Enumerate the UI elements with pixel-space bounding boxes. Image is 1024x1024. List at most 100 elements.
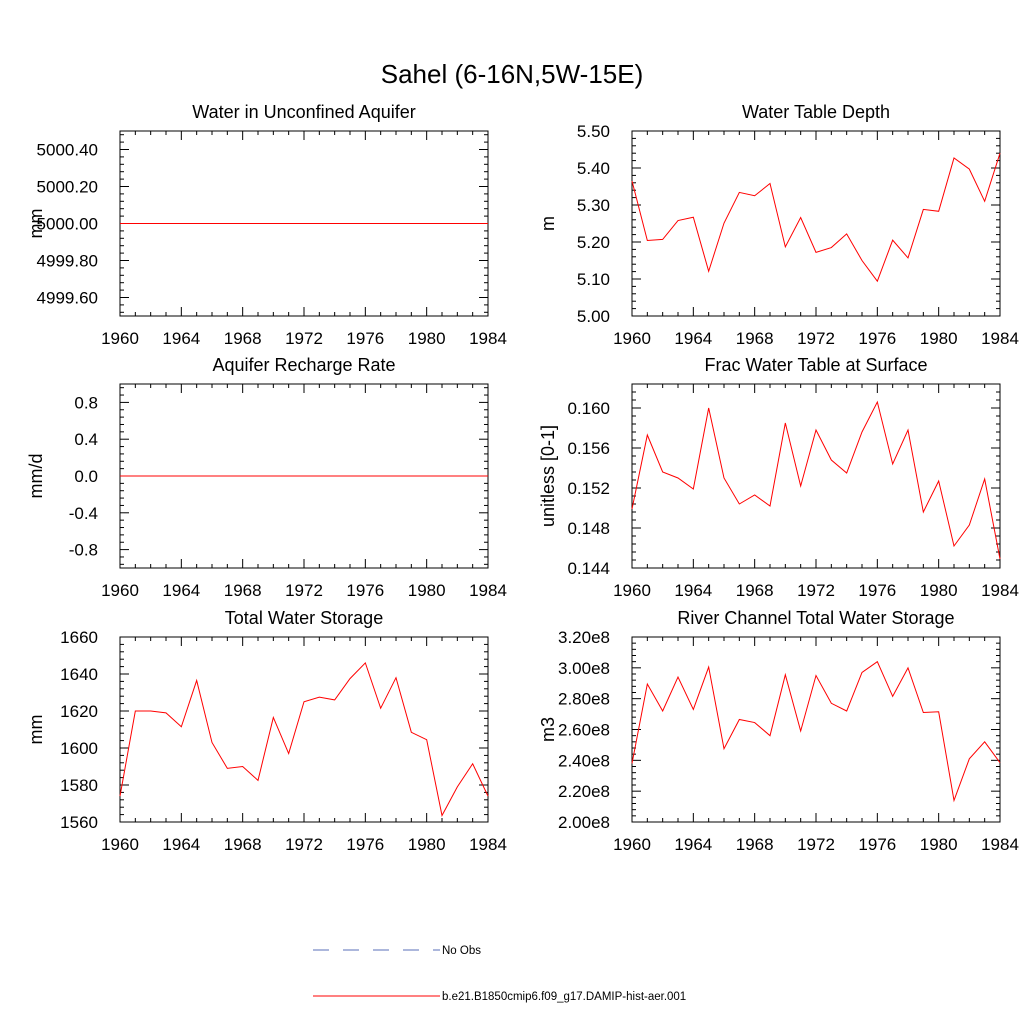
y-axis-label: mm <box>26 209 46 239</box>
panel-title: Frac Water Table at Surface <box>704 355 927 375</box>
panel-1: Water in Unconfined Aquifer mm 1960 1964 196… <box>26 102 507 348</box>
legend: No Obs b.e21.B1850cmip6.f09_g17.DAMIP-hi… <box>313 945 686 1003</box>
y-tick-label: 0.144 <box>567 559 610 578</box>
series-line <box>119 661 489 817</box>
series-line <box>631 660 1001 803</box>
x-tick-label: 1960 <box>613 581 651 600</box>
x-tick-label: 1976 <box>346 329 384 348</box>
figure-title: Sahel (6-16N,5W-15E) <box>381 59 644 89</box>
y-tick-label: 5.20 <box>577 233 610 252</box>
panel-4: Frac Water Table at Surface unitless [0-1… <box>538 355 1019 600</box>
y-tick-label: 0.4 <box>74 430 98 449</box>
x-tick-label: 1972 <box>285 329 323 348</box>
x-tick-label: 1972 <box>285 581 323 600</box>
y-tick-label: 5000.20 <box>37 178 98 197</box>
x-tick-label: 1968 <box>224 835 262 854</box>
panel-title: Water in Unconfined Aquifer <box>192 102 415 122</box>
y-tick-label: 1660 <box>60 628 98 647</box>
x-tick-label: 1964 <box>674 329 712 348</box>
y-tick-label: 0.152 <box>567 479 610 498</box>
y-tick-label: 3.20e8 <box>558 628 610 647</box>
x-tick-label: 1976 <box>346 835 384 854</box>
y-axis-label: mm <box>26 715 46 745</box>
x-tick-label: 1980 <box>408 835 446 854</box>
y-tick-label: 1560 <box>60 813 98 832</box>
y-tick-label: 0.0 <box>74 467 98 486</box>
x-tick-label: 1964 <box>162 581 200 600</box>
x-tick-label: 1976 <box>346 581 384 600</box>
y-tick-label: 2.40e8 <box>558 751 610 770</box>
x-tick-label: 1980 <box>920 835 958 854</box>
y-axis-label: m3 <box>538 717 558 742</box>
x-tick-label: 1960 <box>101 329 139 348</box>
legend-model-label: b.e21.B1850cmip6.f09_g17.DAMIP-hist-aer.… <box>442 991 686 1003</box>
y-tick-label: 0.148 <box>567 519 610 538</box>
y-tick-label: 5.10 <box>577 270 610 289</box>
panel-title: Water Table Depth <box>742 102 890 122</box>
y-tick-label: 5000.40 <box>37 141 98 160</box>
y-tick-label: 5.50 <box>577 122 610 141</box>
x-tick-label: 1976 <box>858 329 896 348</box>
y-tick-label: 0.156 <box>567 439 610 458</box>
x-tick-label: 1960 <box>101 581 139 600</box>
y-tick-label: 2.60e8 <box>558 721 610 740</box>
x-tick-label: 1972 <box>797 581 835 600</box>
y-tick-label: 0.160 <box>567 399 610 418</box>
x-tick-label: 1972 <box>285 835 323 854</box>
plot-frame <box>631 130 1001 317</box>
x-tick-label: 1964 <box>162 329 200 348</box>
x-tick-label: 1968 <box>736 835 774 854</box>
y-tick-label: 5000.00 <box>37 215 98 234</box>
x-tick-label: 1968 <box>224 581 262 600</box>
y-tick-label: 1620 <box>60 702 98 721</box>
series-line <box>631 400 1001 560</box>
plot-frame <box>119 636 489 823</box>
y-tick-label: 2.80e8 <box>558 690 610 709</box>
y-tick-label: 2.20e8 <box>558 782 610 801</box>
plot-frame <box>631 383 1001 569</box>
x-tick-label: 1968 <box>736 329 774 348</box>
panels: Water in Unconfined Aquifer mm 1960 1964 196… <box>26 102 1019 854</box>
panel-title: River Channel Total Water Storage <box>677 608 954 628</box>
y-axis-label: unitless [0-1] <box>538 425 558 527</box>
x-tick-label: 1976 <box>858 581 896 600</box>
panel-3: Aquifer Recharge Rate mm/d 1960 1964 1968 197… <box>26 355 507 600</box>
y-tick-label: 1600 <box>60 739 98 758</box>
y-tick-label: 5.30 <box>577 196 610 215</box>
panel-6: River Channel Total Water Storage m3 1960 1… <box>538 608 1019 854</box>
y-tick-label: 5.40 <box>577 159 610 178</box>
y-tick-label: 4999.80 <box>37 252 98 271</box>
y-tick-label: 5.00 <box>577 307 610 326</box>
panel-2: Water Table Depth m 1960 1964 1968 1972 1976 19… <box>538 102 1019 348</box>
series-line <box>631 153 1001 283</box>
x-tick-label: 1964 <box>674 835 712 854</box>
y-tick-label: 0.8 <box>74 393 98 412</box>
x-tick-label: 1976 <box>858 835 896 854</box>
x-tick-label: 1980 <box>920 581 958 600</box>
x-tick-label: 1968 <box>224 329 262 348</box>
legend-obs-label: No Obs <box>442 945 481 957</box>
x-tick-label: 1968 <box>736 581 774 600</box>
y-tick-label: -0.8 <box>69 541 98 560</box>
x-tick-label: 1984 <box>469 581 507 600</box>
x-tick-label: 1984 <box>469 329 507 348</box>
x-tick-label: 1960 <box>613 835 651 854</box>
x-tick-label: 1980 <box>408 581 446 600</box>
panel-title: Total Water Storage <box>225 608 383 628</box>
x-tick-label: 1972 <box>797 329 835 348</box>
panel-title: Aquifer Recharge Rate <box>212 355 395 375</box>
y-axis-label: mm/d <box>26 454 46 499</box>
x-tick-label: 1984 <box>981 835 1019 854</box>
x-tick-label: 1980 <box>408 329 446 348</box>
y-tick-label: 3.00e8 <box>558 659 610 678</box>
x-tick-label: 1984 <box>469 835 507 854</box>
x-tick-label: 1980 <box>920 329 958 348</box>
y-tick-label: 4999.60 <box>37 289 98 308</box>
y-tick-label: 1580 <box>60 776 98 795</box>
y-tick-label: 1640 <box>60 665 98 684</box>
x-tick-label: 1960 <box>613 329 651 348</box>
panel-5: Total Water Storage mm 1960 1964 1968 1972 197… <box>26 608 507 854</box>
y-tick-label: 2.00e8 <box>558 813 610 832</box>
plot-frame <box>631 636 1001 823</box>
